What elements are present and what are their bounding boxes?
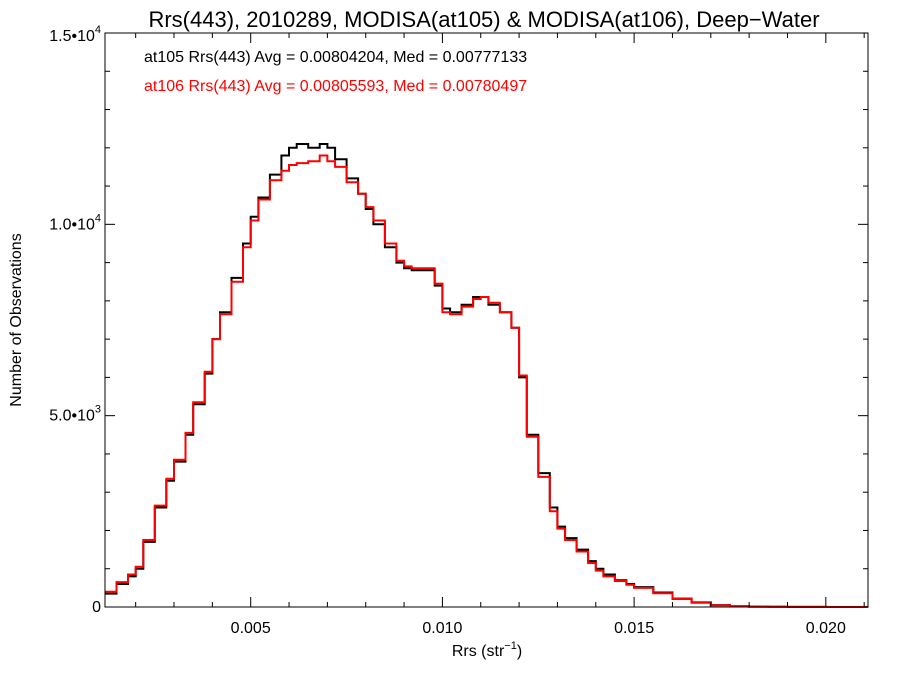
y-tick-label: 5.0•103 — [49, 404, 101, 425]
y-tick-label-main: 1.5•10 — [49, 28, 95, 45]
series-layer — [105, 143, 868, 608]
plot-area: 0.005 0.010 0.015 0.020 05.0•1031.0•1041.5•… — [49, 24, 869, 637]
y-tick-label-exponent: 4 — [95, 212, 101, 224]
chart-title: Rrs(443), 2010289, MODISA(at105) & MODIS… — [148, 7, 819, 32]
legend-entry-at106: at106 Rrs(443) Avg = 0.00805593, Med = 0… — [144, 78, 527, 95]
y-tick-label-main: 5.0•10 — [49, 408, 95, 425]
series-line-at105 — [105, 143, 868, 608]
x-tick-label: 0.005 — [231, 620, 271, 637]
y-tick-label: 0 — [92, 599, 101, 616]
x-tick-label: 0.015 — [614, 620, 654, 637]
x-tick-label: 0.020 — [806, 620, 846, 637]
x-axis-title-main: Rrs (str — [452, 643, 505, 660]
y-axis-title: Number of Observations — [8, 233, 25, 406]
y-tick-label-main: 1.0•10 — [49, 216, 95, 233]
series-line-at106 — [105, 154, 868, 608]
x-tick-label: 0.010 — [422, 620, 462, 637]
y-tick-label-exponent: 4 — [95, 24, 101, 36]
plot-frame — [104, 32, 869, 608]
legend-entry-at105: at105 Rrs(443) Avg = 0.00804204, Med = 0… — [144, 49, 527, 66]
x-axis-ticks: 0.005 0.010 0.015 0.020 — [135, 33, 865, 637]
y-tick-label-exponent: 3 — [95, 404, 101, 416]
x-axis-title: Rrs (str−1) — [452, 640, 522, 660]
x-axis-title-suffix: ) — [517, 643, 522, 660]
y-tick-label: 1.5•104 — [49, 24, 101, 45]
x-axis-title-sup: −1 — [504, 640, 517, 652]
y-tick-label-main: 0 — [92, 599, 101, 616]
y-tick-label: 1.0•104 — [49, 212, 101, 233]
